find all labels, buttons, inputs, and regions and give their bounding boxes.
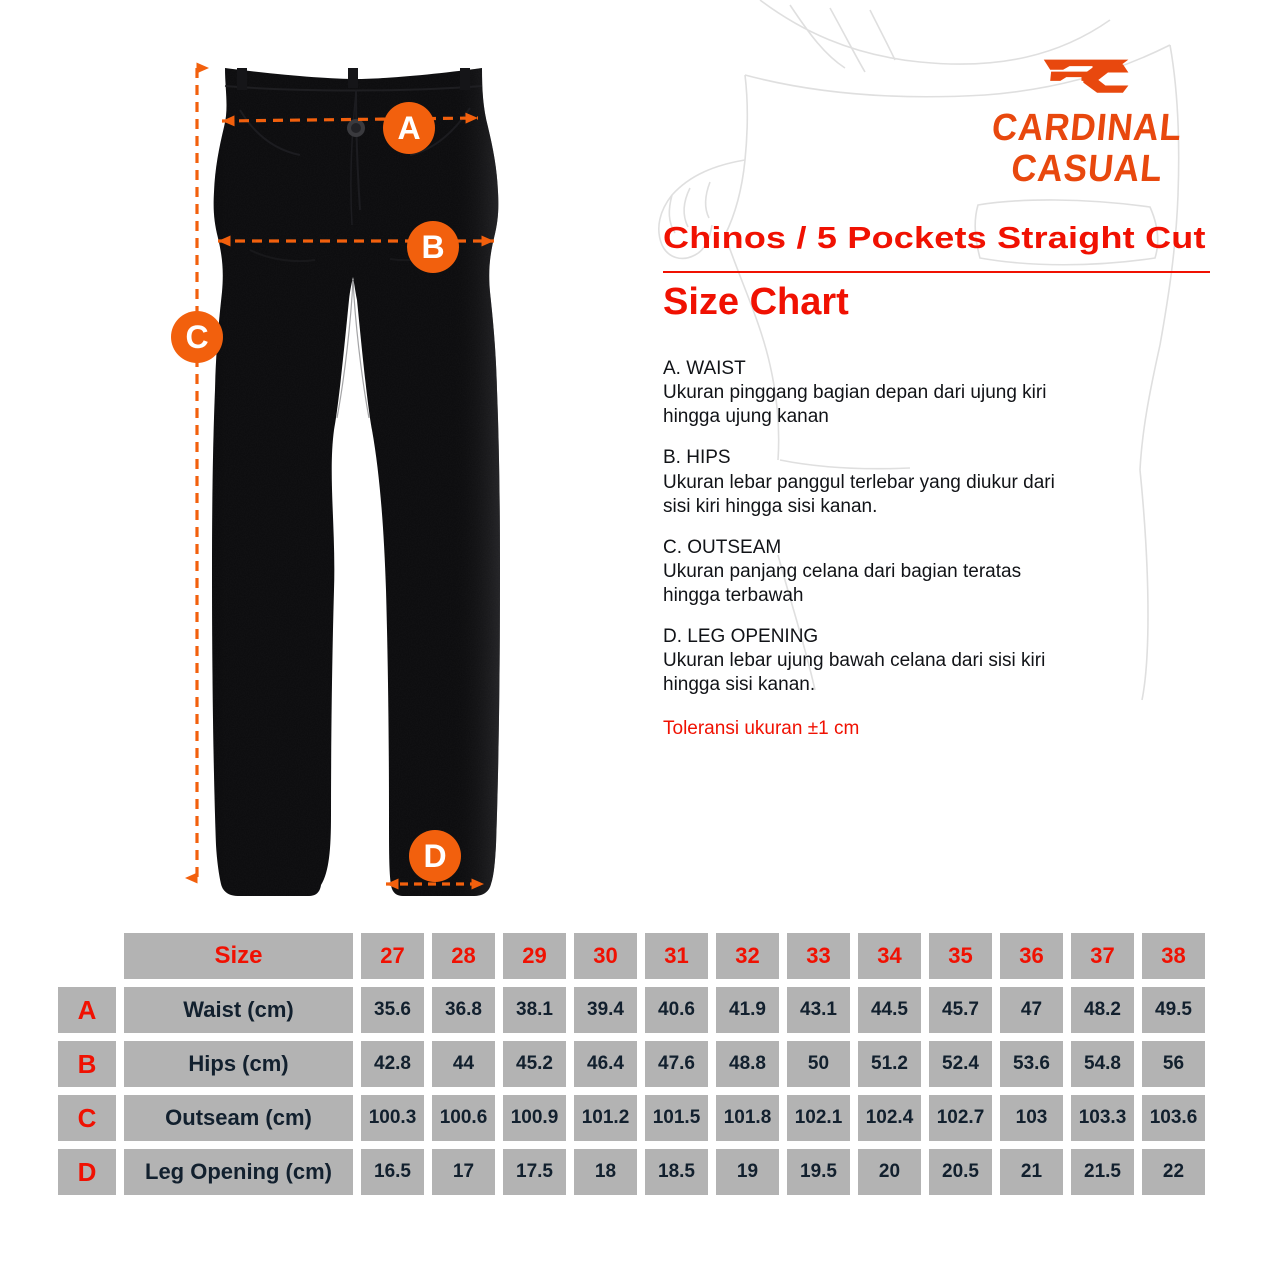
svg-text:A: A — [397, 110, 420, 146]
svg-text:C: C — [185, 319, 208, 355]
svg-text:D: D — [423, 838, 446, 874]
svg-text:B: B — [421, 229, 444, 265]
